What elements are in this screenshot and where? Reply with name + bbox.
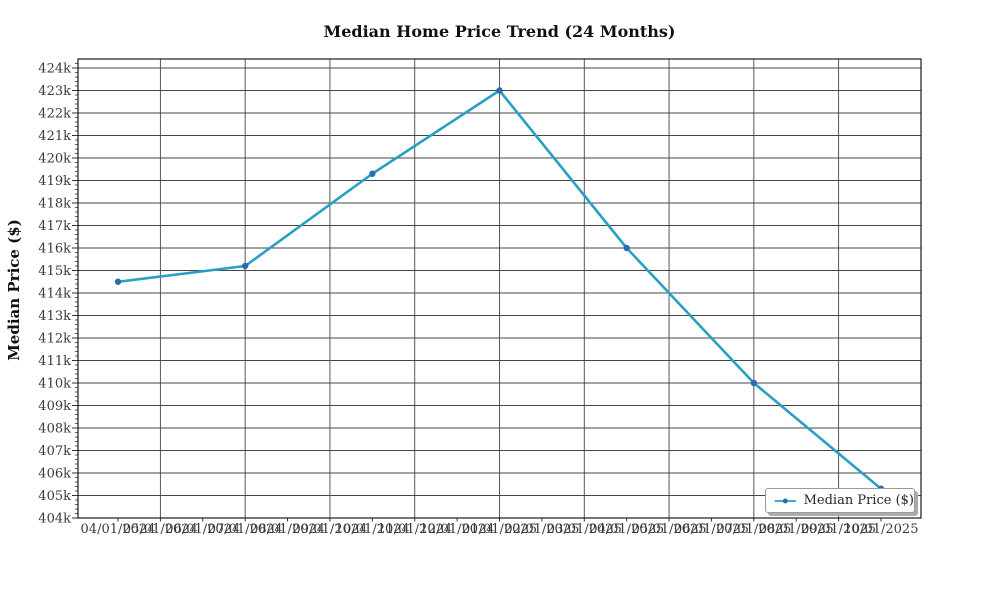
x-tick-label: 03/01/2025 [547, 522, 622, 537]
y-tick-label: 413k [38, 309, 71, 324]
x-tick-label: 07/01/2025 [716, 522, 791, 537]
data-point-marker [369, 170, 376, 177]
y-tick-label: 409k [38, 399, 71, 414]
data-point-marker [114, 278, 122, 285]
y-tick-label: 405k [38, 489, 71, 504]
x-tick-label: 08/01/2025 [759, 522, 834, 537]
gridlines [78, 59, 921, 519]
y-tick-labels: 404k 405k 406k 407k 408k 409k 410k 411k 412k 413k… [38, 62, 71, 527]
x-tick-label: 04/01/2024 [81, 522, 156, 537]
chart-title: Median Home Price Trend (24 Months) [323, 22, 676, 41]
y-tick-label: 423k [38, 84, 71, 99]
axis-ticks [72, 63, 882, 522]
y-tick-label: 408k [38, 422, 71, 437]
x-tick-label: 07/01/2024 [208, 522, 283, 537]
x-tick-label: 10/01/2025 [844, 522, 919, 537]
x-tick-label: 10/01/2024 [335, 522, 410, 537]
y-tick-label: 421k [38, 129, 71, 144]
legend-label: Median Price ($) [803, 493, 914, 508]
y-tick-label: 420k [38, 152, 71, 167]
data-point-markers [114, 87, 885, 492]
legend-line-icon [774, 498, 796, 503]
y-tick-label: 422k [38, 107, 71, 122]
y-tick-label: 416k [38, 242, 71, 257]
y-tick-label: 404k [38, 512, 71, 527]
y-tick-label: 415k [38, 264, 71, 279]
x-tick-label: 01/01/2025 [462, 522, 537, 537]
data-point-marker [750, 379, 758, 387]
x-tick-label: 06/01/2024 [165, 522, 240, 537]
y-tick-label: 410k [38, 377, 71, 392]
x-tick-label: 06/01/2025 [674, 522, 749, 537]
x-tick-label: 11/01/2024 [377, 522, 452, 537]
y-tick-label: 419k [38, 174, 71, 189]
x-tick-label: 08/01/2024 [250, 522, 325, 537]
plot-border [77, 58, 922, 519]
y-tick-label: 407k [38, 444, 71, 459]
x-tick-label: 09/01/2024 [292, 522, 367, 537]
y-tick-label: 411k [38, 354, 71, 369]
x-tick-label: 05/01/2024 [123, 522, 198, 537]
y-tick-label: 418k [38, 197, 71, 212]
x-tick-label: 05/01/2025 [632, 522, 707, 537]
y-tick-label: 424k [38, 62, 71, 77]
x-tick-labels: 04/01/202405/01/202406/01/202407/01/2024… [81, 522, 919, 537]
y-tick-label: 417k [38, 219, 71, 234]
data-point-marker [241, 262, 249, 270]
data-point-marker [623, 244, 630, 252]
x-tick-label: 02/01/2025 [504, 522, 579, 537]
y-tick-label: 414k [38, 287, 71, 302]
data-point-marker [496, 87, 503, 94]
y-tick-label: 406k [38, 467, 71, 482]
x-tick-label: 04/01/2025 [589, 522, 664, 537]
x-tick-label: 09/01/2025 [801, 522, 876, 537]
x-tick-label: 12/01/2024 [420, 522, 495, 537]
y-tick-label: 412k [38, 332, 71, 347]
legend: Median Price ($) [765, 488, 915, 513]
